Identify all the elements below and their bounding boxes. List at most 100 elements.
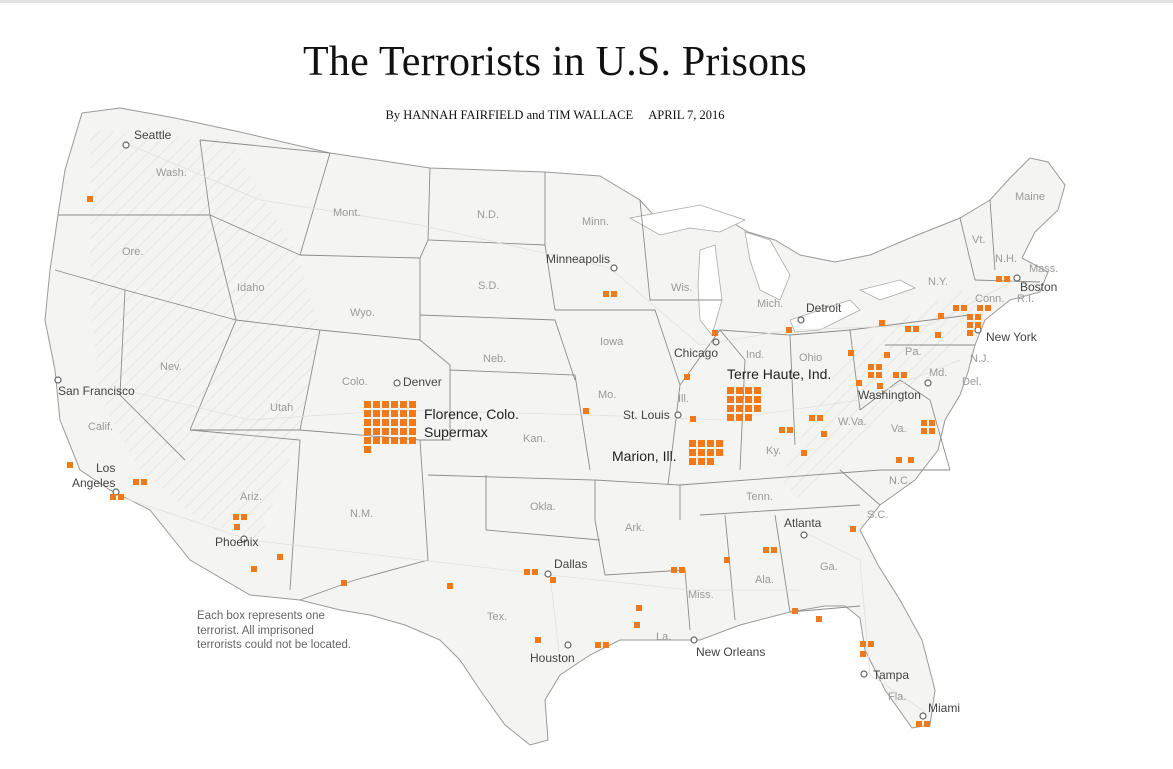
marker (707, 458, 714, 465)
marker (409, 419, 416, 426)
city-label: Boston (1020, 280, 1057, 294)
prison-label-florence: Florence, Colo. (424, 406, 519, 422)
marker (896, 457, 902, 463)
marker (234, 524, 240, 530)
marker (850, 526, 856, 532)
prison-label-terre-haute: Terre Haute, Ind. (727, 366, 831, 382)
marker (935, 332, 941, 338)
marker (400, 428, 407, 435)
city-dot-chicago (712, 338, 720, 346)
marker (698, 458, 705, 465)
marker (985, 305, 991, 311)
state-label: Colo. (342, 376, 368, 388)
marker (364, 446, 371, 453)
marker (689, 458, 696, 465)
city-label: Houston (530, 651, 575, 665)
marker (698, 440, 705, 447)
marker (382, 401, 389, 408)
state-label: Md. (929, 367, 947, 379)
marker (745, 405, 752, 412)
byline-author-2[interactable]: TIM WALLACE (547, 108, 634, 122)
marker (535, 637, 541, 643)
marker (877, 383, 883, 389)
marker (409, 410, 416, 417)
state-label: N.C. (889, 475, 911, 487)
marker (736, 405, 743, 412)
marker (550, 577, 556, 583)
appalachian-relief (780, 290, 985, 500)
city-label: Washington (858, 388, 921, 402)
city-dot-dallas (544, 570, 552, 578)
marker (689, 449, 696, 456)
state-label: S.D. (478, 280, 499, 292)
marker (716, 440, 723, 447)
prison-label-marion: Marion, Ill. (612, 448, 677, 464)
marker (241, 514, 247, 520)
marker (583, 408, 589, 414)
marker (908, 457, 914, 463)
marker (364, 428, 371, 435)
state-label: N.J. (970, 353, 990, 365)
marker (87, 196, 93, 202)
marker (921, 428, 927, 434)
state-label: Fla. (888, 691, 906, 703)
state-label: Ohio (799, 352, 822, 364)
marker (787, 427, 793, 433)
state-label: Iowa (600, 336, 624, 348)
us-map: Wash. Ore. Calif. Nev. Idaho Mont. Wyo. … (44, 107, 1066, 746)
marker (524, 569, 530, 575)
marker (916, 721, 922, 727)
map-note-line: terrorist. All imprisoned (197, 624, 314, 637)
marker (698, 449, 705, 456)
marker (707, 449, 714, 456)
marker (816, 616, 822, 622)
city-dot-detroit (797, 316, 805, 324)
marker (364, 410, 371, 417)
state-label: La. (656, 631, 671, 643)
marker (1004, 276, 1010, 282)
state-borders (54, 139, 1041, 631)
marker (712, 330, 718, 336)
marker (716, 449, 723, 456)
marker (938, 313, 944, 319)
marker-grid-florence (364, 401, 416, 453)
city-label: St. Louis (623, 408, 670, 422)
marker (754, 387, 761, 394)
marker (779, 427, 785, 433)
state-label: N.D. (477, 209, 499, 221)
city-dot-phoenix (240, 535, 248, 543)
marker (341, 580, 347, 586)
byline-author-1[interactable]: HANNAH FAIRFIELD (403, 108, 524, 122)
state-label: Miss. (688, 589, 714, 601)
state-label: R.I. (1017, 293, 1034, 305)
marker (967, 322, 973, 328)
marker (893, 372, 899, 378)
marker (792, 608, 798, 614)
marker (727, 387, 734, 394)
marker (382, 410, 389, 417)
state-label: Wis. (671, 282, 692, 294)
marker (801, 450, 807, 456)
city-dot-seattle (122, 141, 130, 149)
marker (809, 415, 815, 421)
city-label: Miami (928, 701, 960, 715)
state-label: Kan. (523, 433, 546, 445)
city-dot-boston (1013, 274, 1021, 282)
markers (67, 196, 1010, 727)
marker (277, 554, 283, 560)
marker (373, 401, 380, 408)
city-dots (54, 141, 1021, 720)
state-label: Conn. (975, 293, 1004, 305)
marker (391, 410, 398, 417)
city-dot-minneapolis (610, 264, 618, 272)
marker (118, 494, 124, 500)
byline-joiner: and (526, 108, 545, 122)
city-labels: Seattle San Francisco Los Angeles Phoeni… (58, 128, 1057, 715)
marker (953, 305, 959, 311)
city-label: Detroit (806, 301, 842, 315)
state-labels: Wash. Ore. Calif. Nev. Idaho Mont. Wyo. … (88, 167, 1058, 703)
city-label: New Orleans (696, 645, 765, 659)
state-label: Okla. (530, 501, 556, 513)
marker (611, 291, 617, 297)
marker (400, 401, 407, 408)
